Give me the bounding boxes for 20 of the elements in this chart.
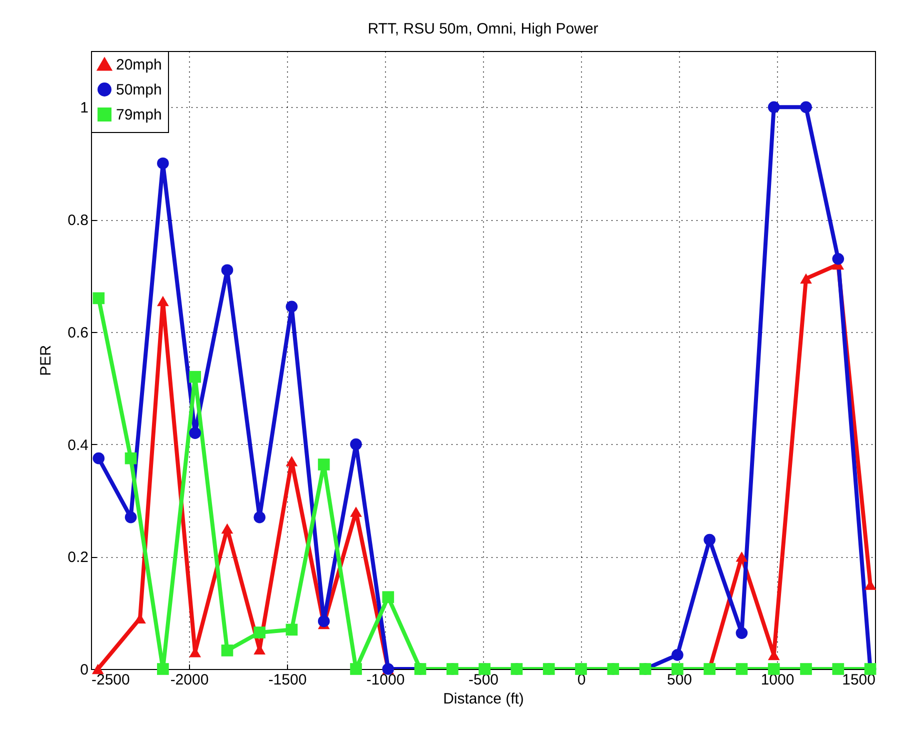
x-tick-label: -1500	[268, 672, 307, 688]
x-tick-label: 1000	[760, 672, 794, 688]
x-tick-label: -500	[468, 672, 499, 688]
legend-label: 79mph	[116, 106, 162, 124]
y-tick-label: 1	[80, 100, 88, 117]
chart-title: RTT, RSU 50m, Omni, High Power	[368, 20, 598, 38]
x-tick-label: 1500	[842, 672, 876, 688]
y-tick-label: 0.2	[68, 549, 88, 566]
legend-label: 20mph	[116, 56, 162, 74]
x-tick-label: 0	[577, 672, 586, 688]
y-tick-label: 0.6	[68, 324, 88, 342]
legend-label: 50mph	[116, 82, 162, 98]
x-tick-label: 500	[666, 672, 692, 688]
x-tick-label: -2500	[92, 672, 130, 688]
y-tick-label: 0.8	[68, 212, 88, 230]
x-tick-label: -2000	[170, 672, 209, 688]
y-axis-title: PER	[38, 344, 55, 376]
x-axis-title: Distance (ft)	[443, 690, 524, 708]
y-tick-label: 0.4	[68, 436, 88, 454]
x-tick-label: -1000	[366, 672, 405, 688]
